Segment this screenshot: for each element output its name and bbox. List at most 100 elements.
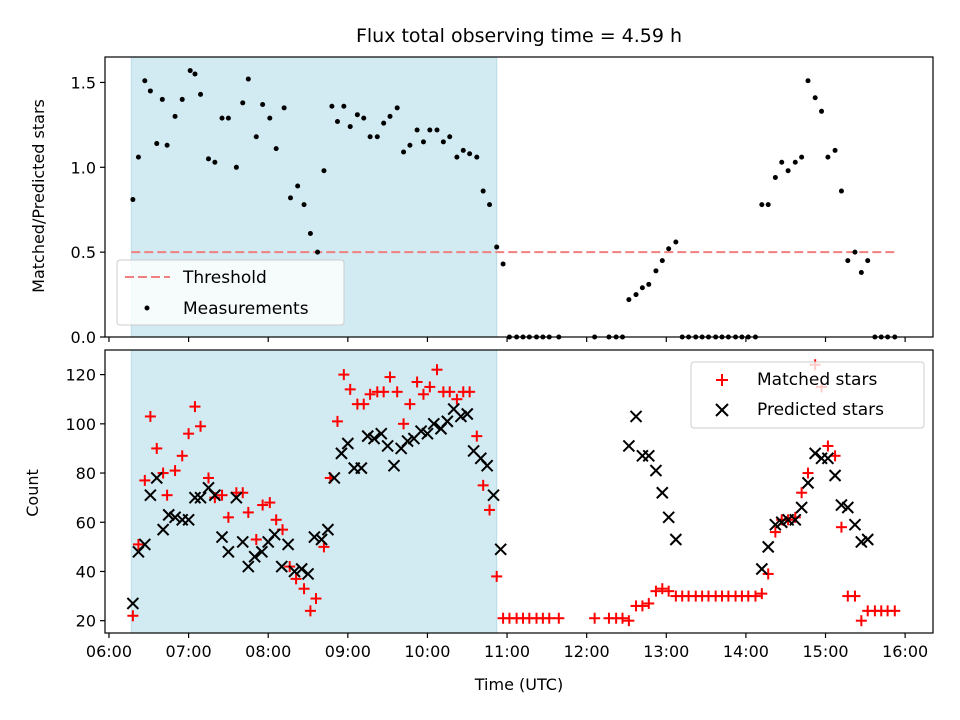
measurement-point [639,285,645,291]
measurement-point [341,103,347,109]
predicted-stars-point [387,459,401,472]
matched-stars-point [849,590,861,602]
chart-title: Flux total observing time = 4.59 h [356,25,682,47]
predicted-stars-point [441,415,454,428]
measurement-point [785,168,791,174]
bottom-legend-box [690,361,925,429]
matched-stars-point [822,440,834,452]
measurement-point [233,164,239,170]
measurement-point [301,202,307,208]
predicted-stars-point [375,427,388,440]
predicted-stars-point [629,410,643,423]
matched-stars-point [189,401,201,413]
measurement-point [494,244,500,250]
measurement-point [321,168,327,174]
y-tick-label: 120 [65,366,96,385]
x-tick-label: 15:00 [802,642,848,661]
measurement-point [240,100,246,106]
top-panel-measurements: Flux total observing time = 4.59 h 0.0 0.… [29,25,934,347]
matched-stars-point [589,612,601,624]
measurement-point [480,188,486,194]
measurement-point [407,142,413,148]
y-tick-label: 60 [76,513,96,532]
measurement-point [633,292,639,298]
predicted-stars-point [295,562,308,576]
predicted-stars-point [421,427,434,440]
matched-stars-point [424,381,436,393]
x-axis-label: Time (UTC) [474,675,563,694]
measurement-point [779,159,785,165]
x-tick-label: 16:00 [882,642,928,661]
predicted-stars-point [487,488,500,502]
predicted-stars-point [622,439,636,453]
matched-legend-swatch [716,374,728,386]
measurement-point [164,142,170,148]
measurement-point [329,103,335,109]
matched-stars-point [796,487,808,499]
predicted-stars-point [138,538,152,551]
matched-legend-label: Matched stars [757,370,877,390]
predicted-stars-point [461,407,474,421]
predicted-stars-point [662,511,675,524]
predicted-stars-point [801,476,815,490]
measurement-point [135,154,141,160]
measurement-point [427,127,433,133]
measurement-point [447,134,453,140]
matched-stars-point [636,600,648,612]
matched-stars-point [257,499,269,511]
matched-stars-point [543,612,555,624]
predicted-stars-point [222,545,235,558]
x-tick-label: 10:00 [404,642,450,661]
predicted-stars-point [821,452,835,465]
measurement-point [361,115,367,121]
predicted-stars-point [427,417,441,431]
measurement-point [267,115,273,121]
predicted-stars-point [144,488,157,502]
measurement-point [198,91,204,97]
matched-stars-point [444,386,456,398]
matched-stars-point [553,612,565,624]
predicted-stars-point [769,518,782,531]
measurement-point [295,183,301,189]
matched-stars-point [617,612,628,624]
matched-stars-point [127,610,139,622]
count-points [126,359,901,627]
measurement-point [838,188,844,194]
predicted-stars-point [480,459,494,472]
matched-stars-point [242,506,254,518]
matched-stars-point [404,398,416,410]
measurement-point [414,127,420,133]
predicted-stars-point [301,567,315,581]
measurement-point [434,127,440,133]
matched-stars-point [471,430,483,442]
matched-stars-point [304,605,316,617]
bottom-legend: Matched stars Predicted stars [690,361,925,429]
predicted-stars-point [168,511,182,524]
matched-stars-point [384,371,396,383]
measurement-point [281,105,287,111]
measurement-point [792,159,798,165]
measurement-point [334,118,340,124]
predicted-stars-point [315,533,328,546]
y-tick-label: 80 [76,464,96,483]
predicted-stars-point [828,469,842,482]
predicted-stars-point [215,530,229,544]
matched-stars-point [310,593,322,605]
matched-stars-point [157,467,169,479]
measurement-point [852,249,858,255]
matched-stars-point [161,489,173,501]
predicted-stars-point [642,449,655,463]
measurement-point [381,120,387,126]
measurement-point [212,159,218,165]
measurement-point [799,154,805,160]
matched-stars-point [663,585,675,597]
matched-stars-point [491,570,503,582]
matched-stars-point [411,376,423,388]
predicted-stars-point [194,491,207,504]
predicted-stars-point [281,538,295,551]
matched-stars-point [176,450,188,462]
predicted-stars-point [414,425,428,438]
measurements-legend-swatch [144,305,150,311]
measurement-point [206,156,211,162]
